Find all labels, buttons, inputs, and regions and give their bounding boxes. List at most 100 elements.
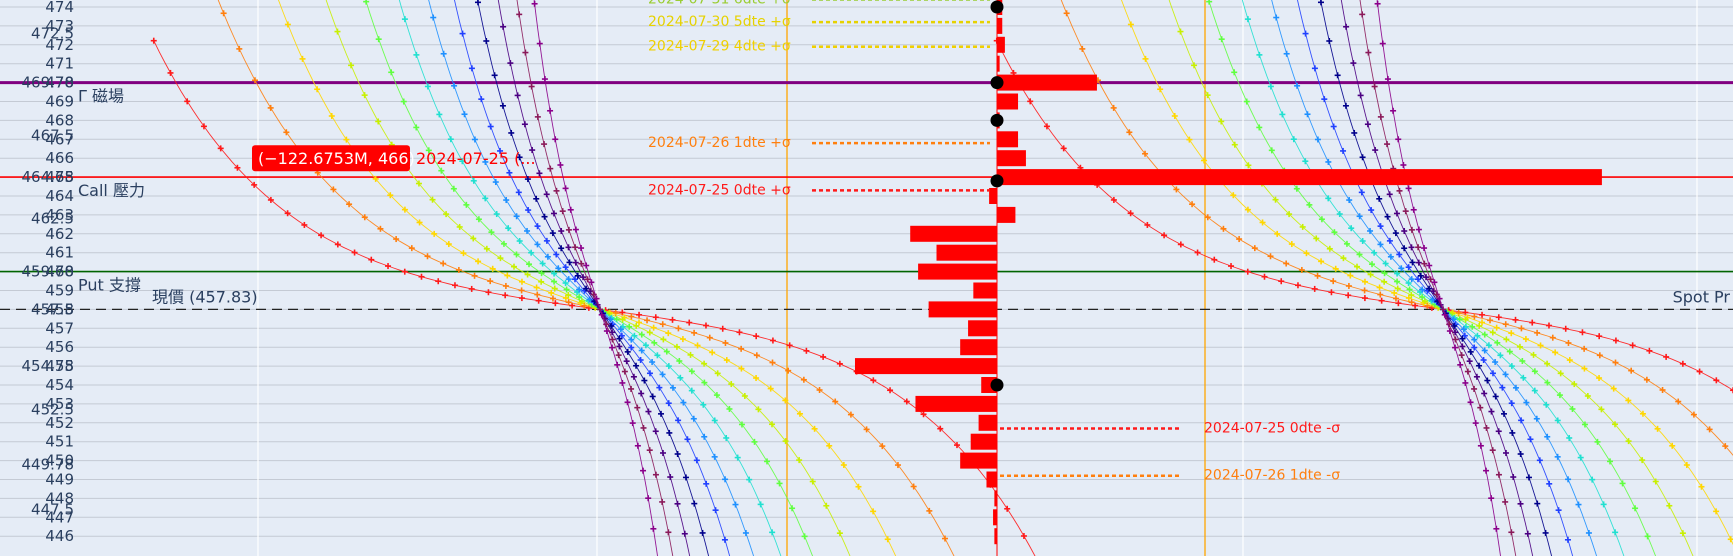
right-curve-point bbox=[1334, 72, 1341, 79]
right-curve-point bbox=[1340, 255, 1347, 262]
left-curve-point bbox=[675, 417, 682, 424]
left-curve-point bbox=[870, 508, 877, 515]
right-curve-point bbox=[1299, 223, 1306, 230]
left-curve-point bbox=[674, 500, 681, 507]
left-curve-point bbox=[572, 259, 579, 266]
left-curve-point bbox=[782, 397, 789, 404]
y-tick-label-overlay: 457.5 bbox=[31, 300, 74, 318]
right-curve-point bbox=[1294, 82, 1301, 89]
strike-marker bbox=[990, 174, 1004, 188]
right-curve-point bbox=[1522, 336, 1529, 343]
right-curve-point bbox=[1565, 339, 1572, 346]
right-curve-point bbox=[1283, 260, 1290, 267]
left-curve-point bbox=[562, 264, 569, 271]
y-tick-label: 473 bbox=[45, 17, 74, 35]
left-curve-point bbox=[894, 462, 901, 469]
left-curve-point bbox=[377, 225, 384, 232]
left-curve-point bbox=[474, 0, 481, 6]
left-curve-point bbox=[251, 77, 258, 84]
left-curve-point bbox=[713, 392, 720, 399]
left-curve-point bbox=[583, 285, 590, 292]
left-curve-point bbox=[699, 529, 706, 536]
right-curve-point bbox=[1612, 529, 1619, 536]
left-curve-series bbox=[497, 0, 691, 556]
left-curve-point bbox=[706, 334, 713, 341]
left-curve-point bbox=[531, 0, 538, 7]
right-curve-point bbox=[1596, 352, 1603, 359]
right-curve-point bbox=[1350, 60, 1357, 67]
right-curve-point bbox=[1537, 342, 1544, 349]
tooltip-box bbox=[252, 145, 410, 172]
left-curve-point bbox=[910, 483, 917, 490]
tooltip-value: (−122.6753M, 466) bbox=[258, 149, 415, 168]
right-curve-point bbox=[1516, 343, 1523, 350]
left-curve-point bbox=[687, 351, 694, 358]
right-curve-point bbox=[1484, 377, 1491, 384]
left-curve-point bbox=[755, 406, 762, 413]
right-curve-point bbox=[1390, 107, 1397, 114]
right-curve-point bbox=[1377, 223, 1384, 230]
left-curve-point bbox=[547, 165, 554, 172]
gamma-bar bbox=[960, 452, 997, 469]
y-tick-label: 450 bbox=[45, 452, 74, 470]
left-curve-point bbox=[536, 170, 543, 177]
left-curve-point bbox=[732, 501, 739, 508]
right-curve-point bbox=[1391, 289, 1398, 296]
left-curve-point bbox=[926, 507, 933, 514]
right-curve-point bbox=[1581, 345, 1588, 352]
left-curve-point bbox=[667, 474, 674, 481]
right-curve-point bbox=[1542, 529, 1549, 536]
left-curve-point bbox=[584, 276, 591, 283]
right-curve-point bbox=[1304, 111, 1311, 118]
right-curve-point bbox=[1544, 379, 1551, 386]
left-curve-point bbox=[674, 451, 681, 458]
left-curve-point bbox=[826, 442, 833, 449]
right-curve-point bbox=[1646, 347, 1653, 354]
left-curve-point bbox=[401, 16, 408, 23]
left-curve-point bbox=[552, 136, 559, 143]
left-curve-point bbox=[576, 286, 583, 293]
right-curve-point bbox=[1356, 251, 1363, 258]
left-curve-point bbox=[443, 211, 450, 218]
right-curve-point bbox=[1554, 417, 1561, 424]
left-curve-point bbox=[782, 438, 789, 445]
left-curve-point bbox=[478, 96, 485, 103]
gamma-bar bbox=[928, 301, 997, 318]
left-curve-point bbox=[942, 535, 949, 542]
left-curve-point bbox=[578, 245, 585, 252]
left-curve-point bbox=[429, 196, 436, 203]
left-curve-point bbox=[500, 23, 507, 30]
right-curve-point bbox=[1415, 259, 1422, 266]
y-tick-label: 470 bbox=[45, 74, 74, 92]
right-curve-point bbox=[1244, 268, 1251, 275]
right-curve-point bbox=[1408, 244, 1415, 251]
left-curve-point bbox=[516, 154, 523, 161]
y-tick-label-overlay: 467.5 bbox=[31, 127, 74, 145]
left-curve-point bbox=[551, 278, 558, 285]
right-curve-point bbox=[1369, 261, 1376, 268]
left-curve-point bbox=[621, 368, 628, 375]
left-curve-point bbox=[538, 270, 545, 277]
y-tick-label: 472 bbox=[45, 36, 74, 54]
left-curve-point bbox=[619, 316, 626, 323]
spot-price-label: 現價 (457.83) bbox=[152, 287, 258, 306]
left-curve-point bbox=[609, 329, 616, 336]
left-curve-point bbox=[552, 300, 559, 307]
left-curve-point bbox=[470, 235, 477, 242]
y-tick-label-overlay: 469.78 bbox=[22, 74, 75, 92]
left-curve-point bbox=[558, 228, 565, 235]
right-curve-point bbox=[1272, 196, 1279, 203]
right-curve-point bbox=[1244, 206, 1251, 213]
gamma-bar bbox=[997, 150, 1026, 167]
right-curve-point bbox=[1722, 443, 1729, 450]
gamma-bars bbox=[854, 0, 1602, 556]
right-curve-point bbox=[1279, 111, 1286, 118]
right-curve-point bbox=[1492, 359, 1499, 366]
left-curve-point bbox=[1020, 532, 1027, 539]
left-curve-point bbox=[535, 297, 542, 304]
left-curve-point bbox=[796, 410, 803, 417]
gamma-bar bbox=[989, 188, 997, 204]
left-curve-point bbox=[728, 381, 735, 388]
sigma-label: 2024-07-31 6dte +σ bbox=[648, 0, 791, 7]
left-curve-point bbox=[645, 408, 652, 415]
